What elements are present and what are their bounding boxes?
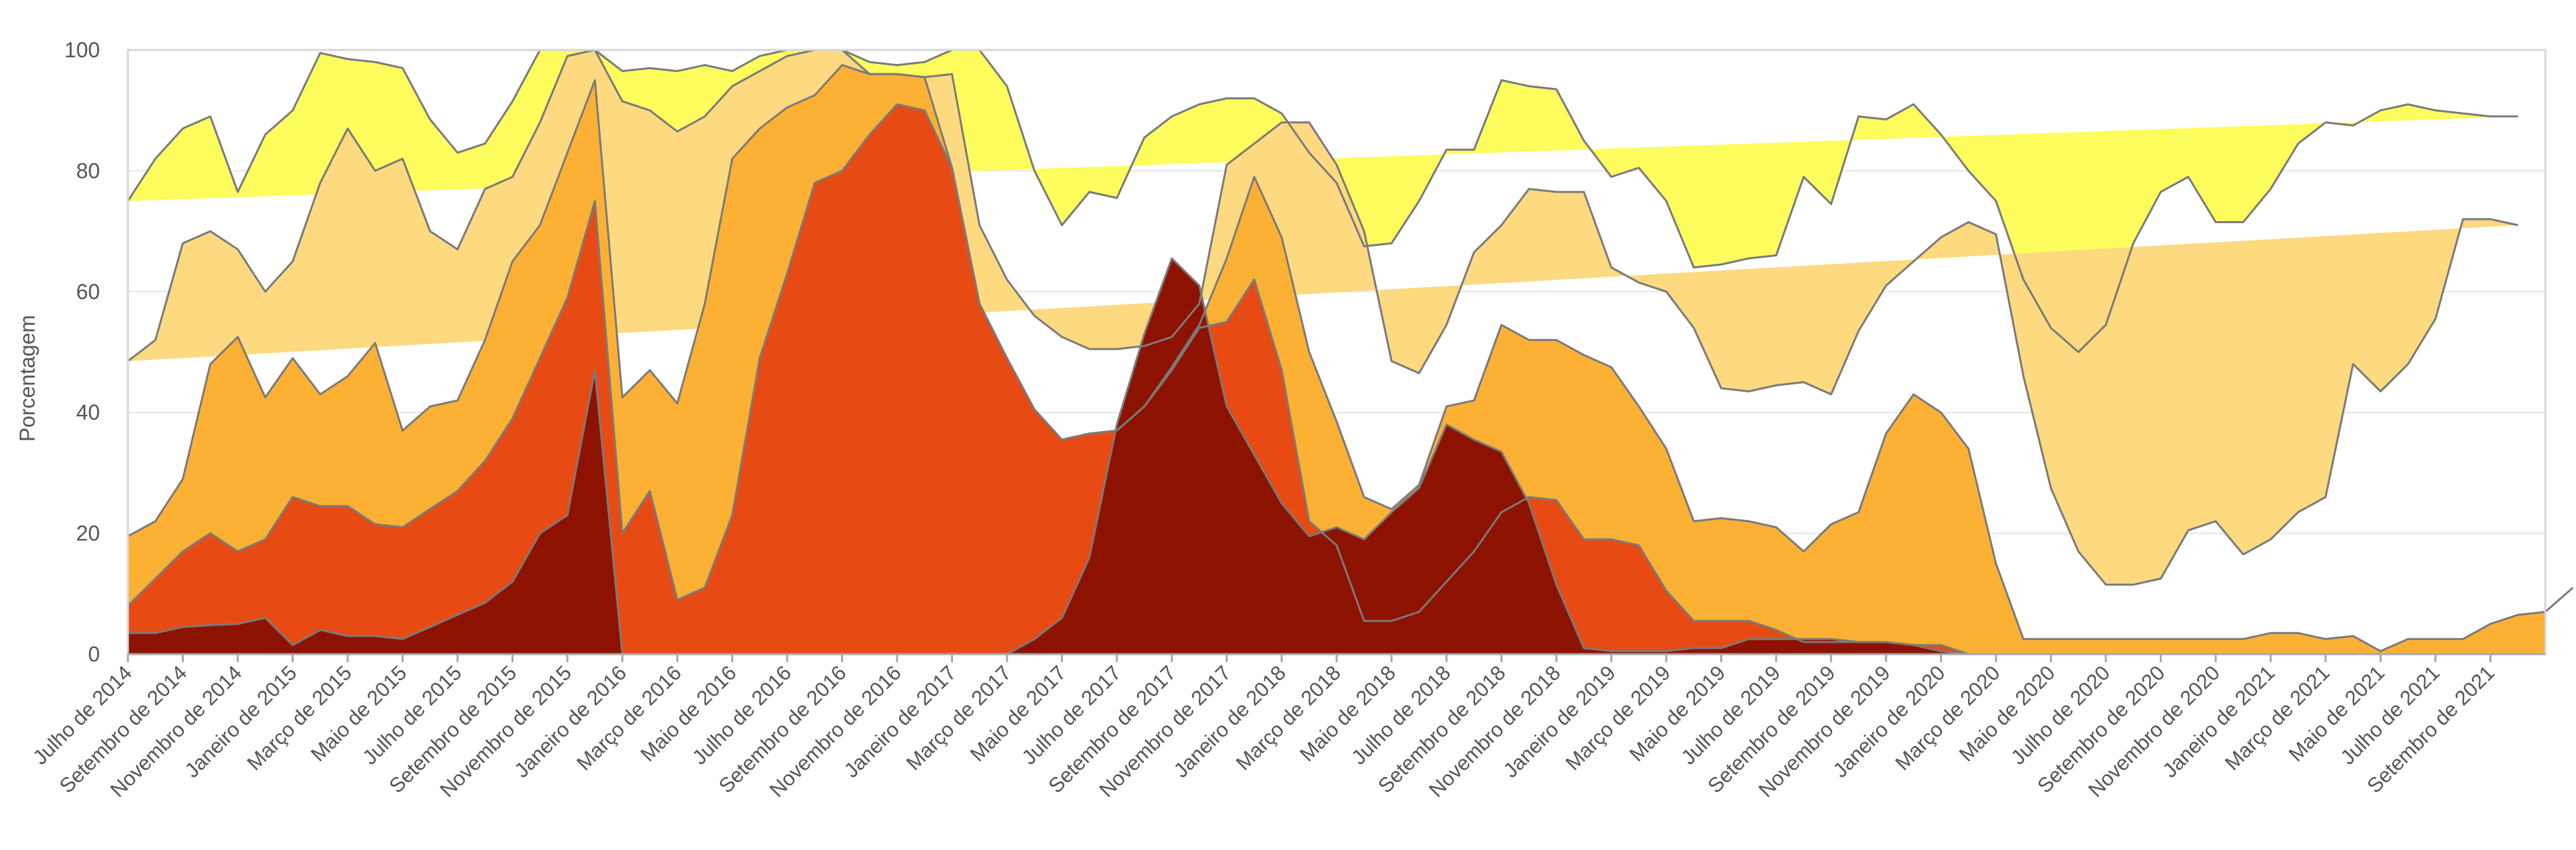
y-tick-label: 0 <box>88 642 100 666</box>
area-series-1 <box>128 258 2545 654</box>
area-series-3 <box>128 65 2545 654</box>
y-tick-label: 60 <box>76 280 100 304</box>
y-axis-title: Porcentagem <box>15 315 39 442</box>
series-line-3 <box>127 64 2574 652</box>
y-tick-label: 40 <box>76 400 100 424</box>
area-series-4 <box>128 50 2518 585</box>
y-tick-label: 80 <box>76 159 100 183</box>
series-line-4 <box>127 49 2519 586</box>
series-lines-layer <box>127 49 2574 655</box>
y-axis-ticks: 0 20 40 60 80 100 <box>65 38 100 666</box>
y-tick-label: 100 <box>65 38 100 62</box>
series-line-5 <box>127 49 2518 353</box>
y-tick-label: 20 <box>76 522 100 546</box>
